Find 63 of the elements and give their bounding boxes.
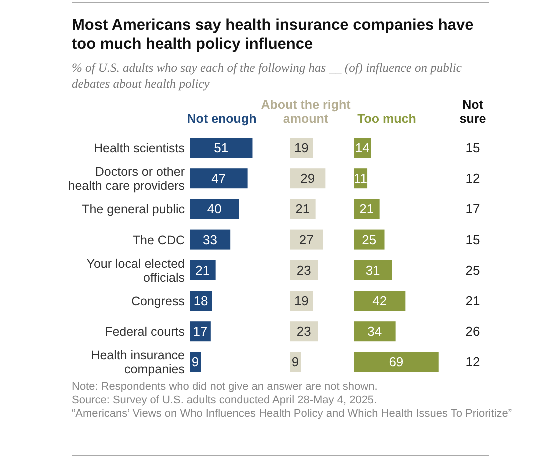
data-label: 15 [466, 232, 480, 248]
data-label: 40 [207, 202, 222, 217]
data-label: 47 [212, 171, 226, 186]
source-note: Source: Survey of U.S. adults conducted April 28-May 4, 2025. [72, 394, 378, 407]
data-label: 18 [194, 294, 208, 308]
data-label: 12 [466, 171, 480, 186]
data-label: 34 [368, 324, 382, 340]
data-label: 17 [193, 324, 208, 340]
bar [354, 230, 385, 250]
data-label: 23 [296, 324, 312, 340]
bar [354, 352, 439, 372]
data-label: 12 [466, 354, 480, 370]
y-tick-label: Doctors or other health care providers [68, 165, 185, 194]
y-tick-label: Your local elected officials [86, 256, 186, 285]
data-label: 42 [372, 294, 388, 308]
chart-title: About the right amount [261, 98, 352, 126]
text: Not sure [460, 98, 486, 126]
y-tick-label: Health insurance companies [91, 348, 186, 377]
y-tick-label: Health scientists [94, 142, 185, 156]
chart-title: Too much [358, 112, 416, 126]
data-label: 19 [294, 140, 309, 156]
data-label: 25 [466, 262, 480, 278]
data-label: 19 [294, 294, 309, 308]
data-label: 25 [362, 232, 377, 248]
bar [354, 291, 406, 311]
data-label: 14 [355, 140, 370, 156]
data-label: 15 [466, 140, 480, 156]
y-tick-label: Congress [132, 294, 185, 308]
text: % of U.S. adults who say each of the following has __ (of) influence on public debates about health policy [72, 61, 462, 91]
bar [354, 199, 380, 220]
bar [354, 322, 396, 342]
bar [290, 168, 326, 189]
data-label: 27 [299, 232, 314, 248]
bar [190, 260, 216, 280]
data-label: 17 [466, 202, 480, 217]
data-label: 31 [366, 262, 380, 278]
data-label: 21 [296, 202, 310, 217]
bar [290, 230, 324, 250]
data-label: 69 [389, 354, 404, 370]
data-label: 21 [360, 202, 374, 217]
bar [190, 199, 240, 220]
data-label: 9 [292, 354, 300, 370]
bar [190, 230, 231, 250]
bar [354, 260, 392, 280]
text: “Americans’ Views on Who Influences Health Policy and Which Health Issues To Prioritize” [72, 408, 512, 420]
data-label: 21 [196, 262, 210, 278]
bar [290, 199, 316, 220]
data-label: 23 [296, 262, 312, 278]
data-label: 26 [466, 324, 480, 340]
y-tick-label: Federal courts [105, 325, 185, 340]
text: Most Americans say health insurance companies have too much health policy influence [72, 17, 474, 53]
y-tick-label: The general public [82, 202, 185, 217]
data-label: 29 [300, 171, 316, 186]
data-label: 21 [466, 294, 480, 308]
bar [190, 138, 253, 158]
text: Note: Respondents who did not give an answer are not shown. [72, 381, 378, 394]
data-label: 11 [354, 171, 368, 186]
data-label: 9 [192, 354, 200, 370]
chart-title: Not enough [187, 112, 257, 126]
data-label: 33 [203, 232, 218, 248]
bar [190, 168, 248, 189]
y-tick-label: The CDC [132, 233, 185, 248]
data-label: 51 [214, 140, 229, 156]
